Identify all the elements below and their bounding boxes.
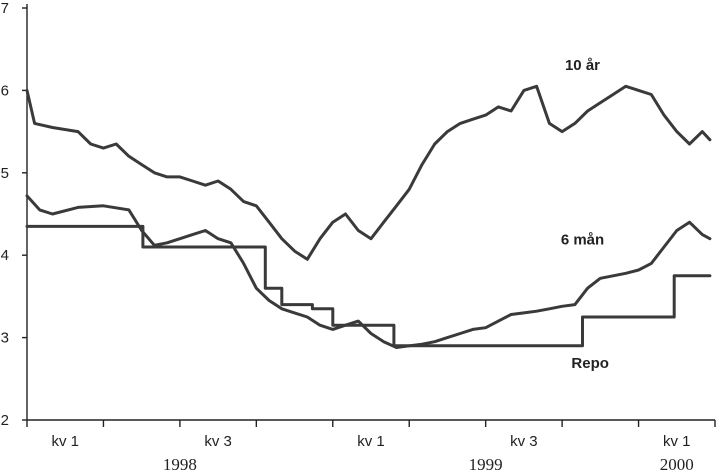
y-tick-label: 3 <box>1 330 9 347</box>
y-tick-label: 6 <box>1 82 9 99</box>
label-layer: 10 år 6 mån Repo <box>561 57 609 372</box>
x-year-label: 1999 <box>469 455 503 473</box>
x-year-label: 1998 <box>163 455 197 473</box>
series-label-10-år: 10 år <box>565 57 600 74</box>
x-quarter-label: kv 3 <box>204 433 232 450</box>
y-tick-label: 2 <box>1 412 9 429</box>
y-tick-label: 5 <box>1 165 9 182</box>
x-quarter-label: kv 1 <box>357 433 385 450</box>
x-quarter-label: kv 1 <box>51 433 79 450</box>
series-label-6-mån: 6 mån <box>561 231 604 248</box>
x-year-label: 2000 <box>660 455 694 473</box>
x-axis: kv 1 kv 3 kv 1 kv 3 kv 1 1998 1999 2000 <box>26 419 716 473</box>
y-tick-label: 7 <box>1 0 9 17</box>
series-line-6-mån <box>25 194 712 349</box>
x-quarter-label: kv 1 <box>663 433 691 450</box>
series-line-10-år <box>25 84 712 261</box>
series-line-repo <box>25 224 712 348</box>
series-label-repo: Repo <box>571 355 609 372</box>
x-quarter-label: kv 3 <box>510 433 538 450</box>
y-tick-label: 4 <box>1 247 9 264</box>
y-axis: 2 3 4 5 6 7 <box>1 0 28 429</box>
series-layer <box>25 84 712 349</box>
